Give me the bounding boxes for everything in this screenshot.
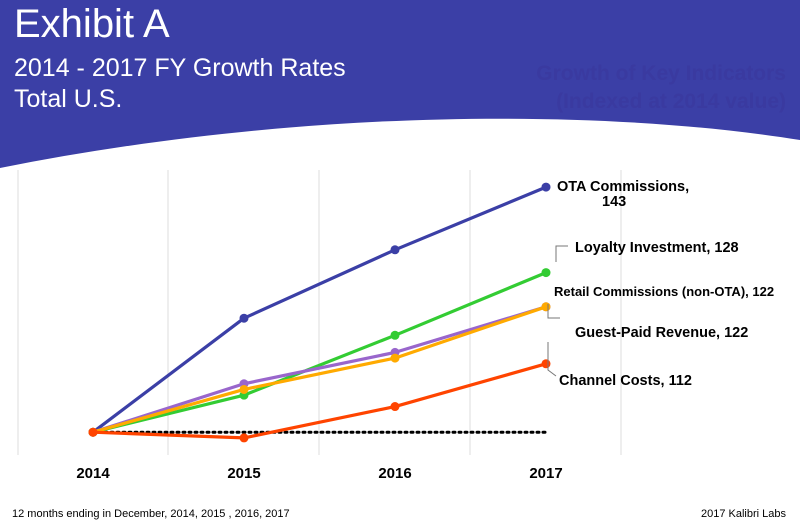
data-point-guest-paid-revenue	[239, 384, 249, 394]
series-label-channel-costs: Channel Costs, 112	[559, 373, 692, 389]
x-axis-ticks: 2014 2015 2016 2017	[76, 465, 562, 482]
header-region: Total U.S.	[14, 85, 123, 113]
data-point-channel-costs	[239, 433, 249, 443]
data-point-ota-commissions	[541, 182, 551, 192]
series-line-guest-paid-revenue	[92, 305, 547, 434]
series-label-retail-commissions-non-ota: Retail Commissions (non-OTA), 122	[554, 284, 774, 299]
data-point-ota-commissions	[390, 245, 400, 255]
credit: 2017 Kalibri Labs	[700, 508, 786, 520]
data-point-channel-costs	[390, 402, 400, 412]
data-point-channel-costs	[88, 427, 98, 437]
series-line-channel-costs	[92, 362, 547, 440]
series-label-value-ota-commissions: 143	[602, 194, 626, 210]
series-line-ota-commissions	[92, 185, 547, 434]
label-leader-line	[555, 245, 568, 262]
x-tick-label: 2016	[378, 465, 411, 482]
exhibit-title: Exhibit A	[14, 2, 170, 46]
series-label-ota-commissions: OTA Commissions,	[557, 179, 689, 195]
label-leader-line	[547, 342, 557, 377]
chart-subtitle: (Indexed at 2014 value)	[556, 90, 786, 113]
series-line-retail-commissions-non-ota	[92, 305, 547, 434]
x-tick-label: 2015	[227, 465, 260, 482]
x-tick-label: 2014	[76, 465, 110, 482]
x-tick-label: 2017	[529, 465, 562, 482]
data-point-loyalty-investment	[541, 268, 551, 278]
series-line-loyalty-investment	[92, 271, 547, 434]
series-label-guest-paid-revenue: Guest-Paid Revenue, 122	[575, 325, 748, 341]
chart-title: Growth of Key Indicators	[536, 62, 786, 85]
series-labels: OTA Commissions,143 Loyalty Investment, 1…	[547, 179, 774, 389]
header-banner	[0, 0, 800, 168]
data-point-channel-costs	[541, 359, 551, 369]
label-leader-line	[547, 304, 560, 319]
data-point-ota-commissions	[239, 313, 249, 323]
data-point-guest-paid-revenue	[390, 353, 400, 363]
series-label-loyalty-investment: Loyalty Investment, 128	[575, 240, 739, 256]
data-point-loyalty-investment	[390, 330, 400, 340]
data-point-guest-paid-revenue	[541, 302, 551, 312]
header-growth-rates: 2014 - 2017 FY Growth Rates	[14, 54, 346, 82]
footnote: 12 months ending in December, 2014, 2015…	[12, 508, 290, 520]
